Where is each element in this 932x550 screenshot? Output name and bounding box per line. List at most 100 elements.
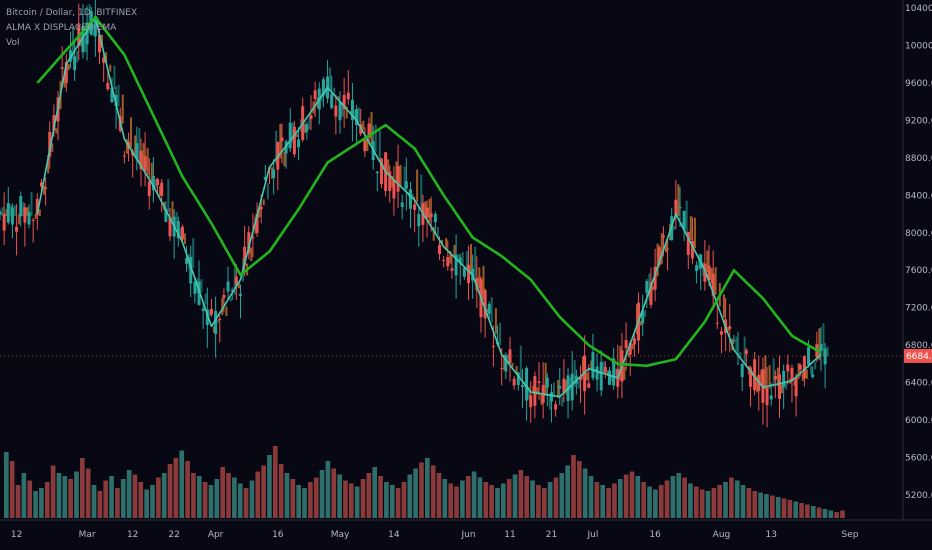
volume-bar (191, 473, 196, 518)
candle-body (674, 199, 678, 215)
shadow-bar (403, 166, 406, 190)
candle-body (226, 281, 230, 292)
x-tick-label: Mar (79, 530, 96, 540)
shadow-bar (760, 369, 763, 384)
shadow-bar (470, 244, 473, 273)
shadow-bar (499, 322, 502, 346)
x-tick-label: 22 (168, 530, 179, 540)
candle-body (259, 206, 263, 210)
candle-body (761, 369, 765, 403)
candle-body (666, 248, 670, 250)
volume-bar (413, 468, 418, 518)
candle-body (73, 56, 77, 71)
shadow-bar (9, 204, 12, 217)
shadow-bar (358, 107, 361, 123)
volume-bar (272, 446, 278, 518)
candle-body (135, 143, 139, 160)
shadow-bar (208, 310, 211, 317)
shadow-bar (370, 112, 373, 145)
shadow-bar (561, 396, 564, 407)
volume-bar (325, 461, 331, 518)
candle-body (545, 377, 549, 388)
candle-body (355, 108, 359, 125)
candle-body (417, 213, 421, 227)
shadow-bar (237, 282, 240, 289)
shadow-bar (130, 117, 133, 148)
volume-bar (442, 479, 448, 518)
shadow-bar (673, 226, 676, 230)
candle-body (110, 87, 114, 103)
shadow-bar (179, 228, 182, 237)
candle-body (632, 338, 636, 345)
volume-bar (395, 488, 401, 518)
shadow-bar (756, 376, 759, 393)
candle-body (185, 258, 189, 264)
candle-body (139, 150, 143, 170)
shadow-bar (810, 365, 813, 375)
shadow-bar (727, 327, 730, 331)
shadow-bar (449, 250, 452, 264)
shadow-bar (329, 67, 332, 90)
shadow-bar (250, 247, 253, 262)
shadow-bar (581, 356, 584, 379)
shadow-bar (511, 362, 514, 368)
candle-body (446, 257, 450, 267)
candle-body (297, 139, 301, 148)
volume-bar (477, 477, 483, 518)
shadow-bar (295, 133, 298, 138)
candle-body (657, 247, 661, 265)
shadow-bar (685, 200, 688, 233)
shadow-bar (693, 217, 696, 249)
volume-bar (120, 479, 126, 518)
volume-bar (629, 471, 635, 518)
volume-bar (237, 483, 243, 518)
x-tick-label: Jun (461, 530, 476, 540)
shadow-bar (171, 201, 174, 221)
volume-bar (68, 479, 73, 518)
shadow-bar (424, 201, 427, 216)
shadow-bar (428, 198, 431, 223)
volume-bar (284, 473, 290, 518)
shadow-bar (47, 154, 50, 174)
volume-bar (308, 482, 313, 518)
candle-body (93, 15, 97, 37)
shadow-bar (768, 365, 771, 389)
shadow-bar (262, 199, 265, 206)
volume-bar (664, 480, 670, 518)
volume-bar (465, 476, 471, 518)
shadow-bar (652, 286, 655, 291)
shadow-bar (611, 375, 614, 382)
volume-bar (173, 458, 179, 518)
shadow-bar (573, 360, 576, 387)
y-tick-label: 6400.0 (905, 379, 932, 389)
candle-body (180, 226, 184, 240)
candle-body (442, 259, 446, 261)
candle-body (429, 213, 433, 218)
volume-bar (156, 477, 161, 518)
candle-body (160, 182, 164, 196)
candle-body (284, 141, 288, 154)
volume-bar (44, 482, 50, 518)
volume-bar (378, 476, 383, 518)
shadow-bar (67, 64, 70, 71)
x-tick-label: Jul (586, 530, 598, 540)
shadow-bar (308, 117, 311, 129)
volume-bar (711, 488, 717, 518)
shadow-bar (349, 110, 352, 114)
shadow-bar (606, 370, 609, 376)
shadow-bar (183, 233, 186, 245)
volume-bar (571, 455, 576, 518)
candle-body (2, 213, 6, 231)
shadow-bar (797, 363, 800, 379)
x-tick-label: May (331, 530, 350, 540)
volume-bar (226, 473, 231, 518)
candle-body (263, 176, 267, 180)
candle-body (31, 219, 35, 221)
candle-body (802, 355, 806, 379)
volume-bar (541, 488, 547, 518)
volume-bar (249, 480, 255, 518)
y-tick-label: 8000.0 (905, 229, 932, 239)
shadow-bar (764, 355, 767, 390)
x-tick-label: Sep (842, 530, 859, 540)
